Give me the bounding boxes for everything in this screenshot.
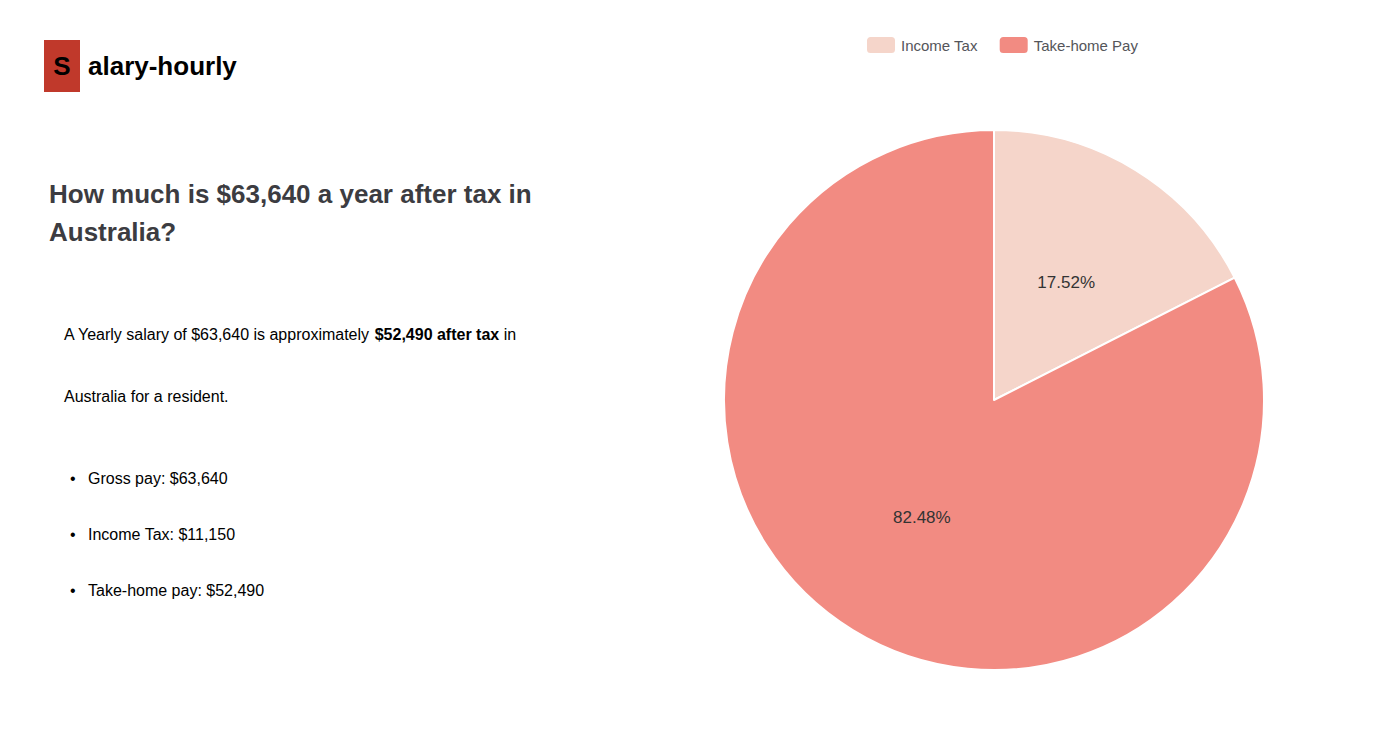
svg-text:•: • (70, 582, 76, 599)
svg-text:$52,490 after tax: $52,490 after tax (375, 326, 500, 343)
svg-text:A Yearly salary of $63,640 is: A Yearly salary of $63,640 is approximat… (64, 326, 374, 343)
svg-text:•: • (70, 470, 76, 487)
svg-text:Take-home Pay: Take-home Pay (1034, 37, 1139, 54)
svg-text:Australia for a resident.: Australia for a resident. (64, 388, 229, 405)
svg-text:S: S (53, 51, 70, 81)
svg-text:•: • (70, 526, 76, 543)
svg-text:How much is $63,640 a year aft: How much is $63,640 a year after tax in (49, 179, 532, 209)
svg-text:Income Tax: Income Tax (901, 37, 978, 54)
svg-text:Income Tax: $11,150: Income Tax: $11,150 (88, 526, 235, 543)
svg-text:17.52%: 17.52% (1037, 273, 1095, 292)
svg-text:Gross pay: $63,640: Gross pay: $63,640 (88, 470, 228, 487)
svg-text:Australia?: Australia? (49, 217, 176, 247)
svg-text:in: in (499, 326, 516, 343)
svg-text:Take-home pay: $52,490: Take-home pay: $52,490 (88, 582, 264, 599)
svg-text:82.48%: 82.48% (893, 508, 951, 527)
svg-text:alary-hourly: alary-hourly (88, 51, 237, 81)
